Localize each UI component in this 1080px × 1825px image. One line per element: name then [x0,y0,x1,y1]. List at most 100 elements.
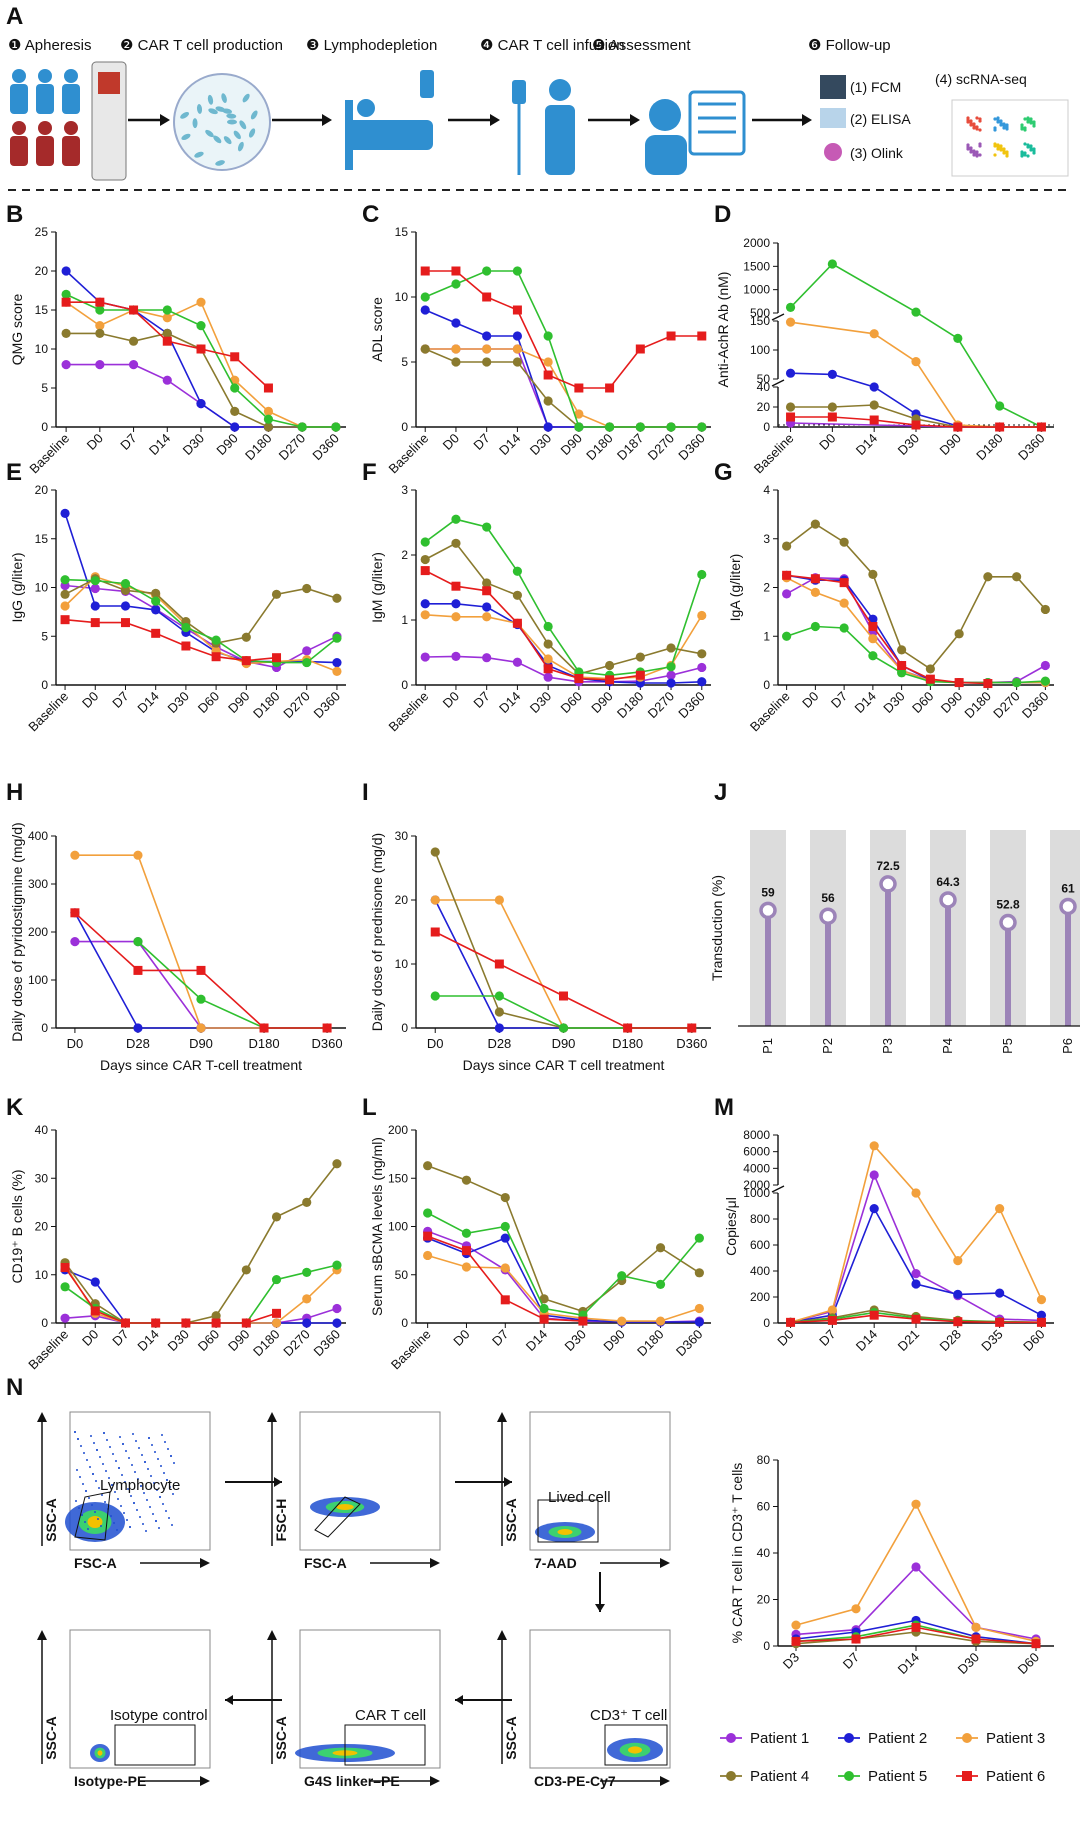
y-tick-label: 300 [28,877,48,891]
series-line-patient-2 [427,1237,700,1323]
data-point [90,576,100,586]
data-point [655,1243,666,1253]
x-tick-label: Baseline [385,689,431,735]
x-tick-label: D14 [853,431,880,458]
axis-arrow [497,1412,507,1422]
flow-event [144,1461,146,1463]
umap-point [1023,117,1027,121]
data-point [420,566,430,576]
data-point [635,344,645,354]
flow-event [154,1451,156,1453]
data-point [666,422,676,432]
series-line-patient-2 [790,1206,1042,1324]
panel-letter-D: D [714,201,731,228]
data-point [839,537,849,547]
data-point [451,357,461,367]
chart-F: 0 1 2 3 Baseline D0 D7 D14 D30 D60 D90D180D270D360… [369,483,711,734]
flow-event [161,1434,163,1436]
y-tick-label: 0 [763,1316,770,1330]
data-point [839,623,849,633]
chart-J: Transduction (%) 59 P1 56 P2 72.5 P3 64.3 P4 52.8… [709,830,1080,1054]
flow-event [76,1469,78,1471]
flow-x-label: FSC-A [304,1555,347,1571]
x-tick-label: D60 [909,689,936,716]
data-point [869,1170,879,1180]
flow-event [149,1506,151,1508]
y-tick-label: 10 [395,957,409,971]
data-point [482,578,492,588]
data-point [95,328,105,338]
gate-label: Lived cell [548,1489,611,1506]
person-icon [38,121,52,135]
series-line-patient-5 [786,625,1046,684]
flow-event [142,1523,144,1525]
panel-letter-K: K [6,1094,24,1121]
data-point [70,937,80,947]
data-point [897,661,907,670]
data-point [302,583,312,594]
flow-event [156,1489,158,1491]
x-tick-label: D90 [600,1327,627,1354]
cell-icon [250,110,258,120]
data-point [983,679,993,689]
series-line-patient-1 [74,940,328,1029]
flow-event [111,1484,113,1486]
series-line-patient-3 [435,899,692,1029]
flow-event [124,1481,126,1483]
flow-event [84,1521,86,1523]
data-point [666,678,676,688]
data-point [911,307,921,317]
flow-event [91,1504,93,1506]
x-tick-label: D90 [213,431,240,458]
flow-event [96,1449,98,1451]
data-point [543,664,553,674]
data-point [162,328,172,338]
axis-arrow [37,1412,47,1422]
data-point [420,292,430,302]
data-point [512,357,523,367]
umap-point [993,153,997,157]
data-point [461,1175,472,1185]
flow-event [171,1524,173,1526]
flow-event [79,1476,81,1478]
data-point [196,297,206,307]
y-tick-label: 1000 [743,283,770,297]
flow-event [125,1450,127,1452]
y-axis-label: IgA (g/liter) [727,554,743,622]
series-line-patient-6 [424,569,641,681]
umap-point [1032,124,1036,128]
y-tick-label: 20 [395,893,409,907]
legend-marker [726,1771,736,1781]
x-tick-label: D360 [676,1036,707,1051]
y-tick-label: 2000 [743,1178,770,1192]
series-line-patient-6 [425,270,702,389]
chart-B: 0 5 10 15 20 25 Baseline D0 D7 D14 D30 D90 D180 D270 D… [9,225,346,476]
cell-icon [242,93,250,103]
data-point [869,400,879,410]
data-point [543,621,553,632]
panel-letter-F: F [362,459,377,486]
data-point [512,618,522,628]
data-point [635,422,645,432]
umap-point [996,120,1000,124]
x-tick-label: D187 [614,431,647,464]
x-tick-label: P3 [880,1038,895,1054]
data-point [420,344,430,354]
data-point [827,402,837,412]
data-point [430,991,440,1001]
legend-marker [844,1733,854,1743]
x-tick-label: D3 [780,1650,802,1672]
data-point [95,305,105,315]
x-tick-label: D14 [496,431,523,458]
lollipop-stem [885,883,891,1026]
axis-break [771,379,785,387]
x-tick-label: D35 [978,1327,1005,1354]
x-tick-label: D360 [310,1327,343,1360]
data-point [827,412,837,422]
data-point [196,399,206,409]
chart-N: 0 20 40 60 80 D3 D7 D14 D30 D60 % CAR T cell in CD… [729,1453,1054,1677]
data-point [995,422,1005,432]
flow-event [169,1486,171,1488]
axis-arrow [37,1630,47,1640]
x-tick-label: D360 [1019,689,1052,722]
